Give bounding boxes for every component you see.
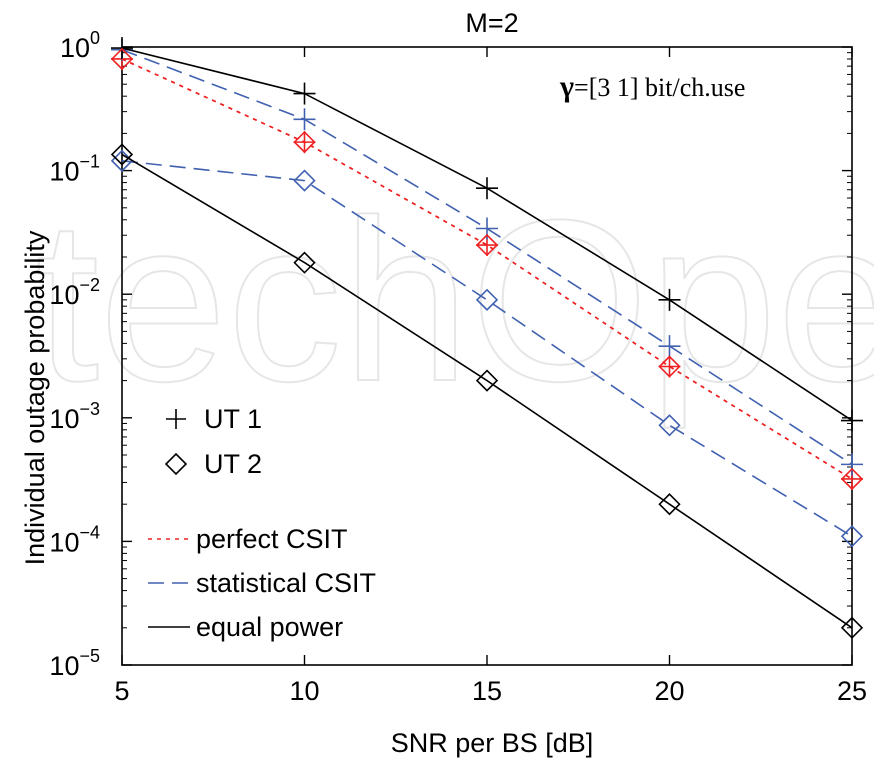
diamond-marker bbox=[840, 525, 864, 548]
y-tick-base: 10 bbox=[49, 527, 79, 557]
diamond-marker bbox=[293, 130, 316, 154]
diamond-marker bbox=[658, 414, 681, 437]
y-tick-base: 10 bbox=[49, 280, 79, 310]
legend-label: statistical CSIT bbox=[196, 568, 376, 598]
series-ut1-equal bbox=[111, 37, 863, 432]
plus-marker bbox=[841, 409, 863, 432]
x-tick-label: 5 bbox=[114, 676, 129, 706]
diamond-marker bbox=[475, 369, 499, 392]
y-tick-label: 10−2 bbox=[49, 275, 100, 310]
y-tick-base: 10 bbox=[49, 404, 79, 434]
y-tick-exponent: −3 bbox=[79, 399, 100, 419]
y-tick-exponent: −5 bbox=[79, 646, 100, 666]
y-tick-exponent: −4 bbox=[79, 522, 100, 542]
y-tick-label: 10−3 bbox=[49, 399, 100, 434]
legend: UT 1 UT 2 perfect CSIT statistical CSIT equa… bbox=[148, 404, 376, 642]
x-tick-label: 15 bbox=[472, 676, 502, 706]
series-line bbox=[121, 49, 853, 466]
y-tick-label: 10−4 bbox=[49, 522, 100, 557]
plus-marker bbox=[293, 82, 316, 105]
plus-marker bbox=[293, 108, 316, 131]
legend-label: perfect CSIT bbox=[196, 524, 348, 554]
diamond-marker bbox=[658, 493, 681, 516]
diamond-marker bbox=[840, 467, 864, 491]
series-ut2-perfect bbox=[110, 47, 864, 491]
gamma-value: =[3 1] bit/ch.use bbox=[574, 73, 745, 102]
x-tick-labels: 5 10 15 20 25 bbox=[114, 676, 867, 706]
diamond-marker bbox=[293, 251, 316, 274]
x-tick-label: 25 bbox=[837, 676, 867, 706]
series-line bbox=[121, 160, 853, 537]
y-tick-exponent: 0 bbox=[90, 28, 100, 48]
diamond-marker bbox=[658, 355, 681, 378]
y-tick-exponent: −2 bbox=[79, 275, 100, 295]
plot-area bbox=[110, 37, 864, 666]
x-axis-label: SNR per BS [dB] bbox=[391, 728, 594, 758]
y-tick-label: 10−1 bbox=[49, 152, 100, 187]
y-axis-label: Individual outage probability bbox=[20, 230, 50, 565]
legend-label: UT 1 bbox=[204, 404, 262, 434]
series-line bbox=[121, 153, 853, 629]
y-tick-label: 10−5 bbox=[49, 646, 100, 681]
legend-plus-marker bbox=[166, 409, 186, 429]
x-tick-label: 10 bbox=[289, 676, 319, 706]
y-tick-base: 10 bbox=[60, 33, 90, 63]
diamond-marker bbox=[110, 47, 134, 71]
chart-title: M=2 bbox=[465, 8, 518, 38]
diamond-marker bbox=[475, 233, 499, 257]
diamond-marker bbox=[110, 143, 134, 166]
diamond-marker bbox=[840, 616, 864, 639]
gamma-symbol: γ bbox=[559, 70, 574, 103]
plus-marker bbox=[658, 355, 681, 378]
watermark: techOpe bbox=[35, 172, 874, 429]
x-tick-label: 20 bbox=[654, 676, 684, 706]
plus-marker bbox=[658, 288, 681, 311]
legend-diamond-marker bbox=[164, 452, 188, 476]
y-tick-label: 100 bbox=[60, 28, 100, 63]
legend-label: UT 2 bbox=[204, 449, 262, 479]
diamond-marker bbox=[475, 288, 499, 311]
y-tick-exponent: −1 bbox=[79, 152, 100, 172]
y-tick-base: 10 bbox=[49, 651, 79, 681]
y-tick-base: 10 bbox=[49, 157, 79, 187]
legend-label: equal power bbox=[196, 612, 343, 642]
series-ut2-equal bbox=[110, 143, 864, 639]
plus-marker bbox=[841, 453, 863, 476]
plus-marker bbox=[658, 335, 681, 358]
diamond-marker bbox=[293, 169, 316, 192]
plus-marker bbox=[476, 177, 498, 200]
gamma-annotation: γ=[3 1] bit/ch.use bbox=[559, 70, 745, 103]
